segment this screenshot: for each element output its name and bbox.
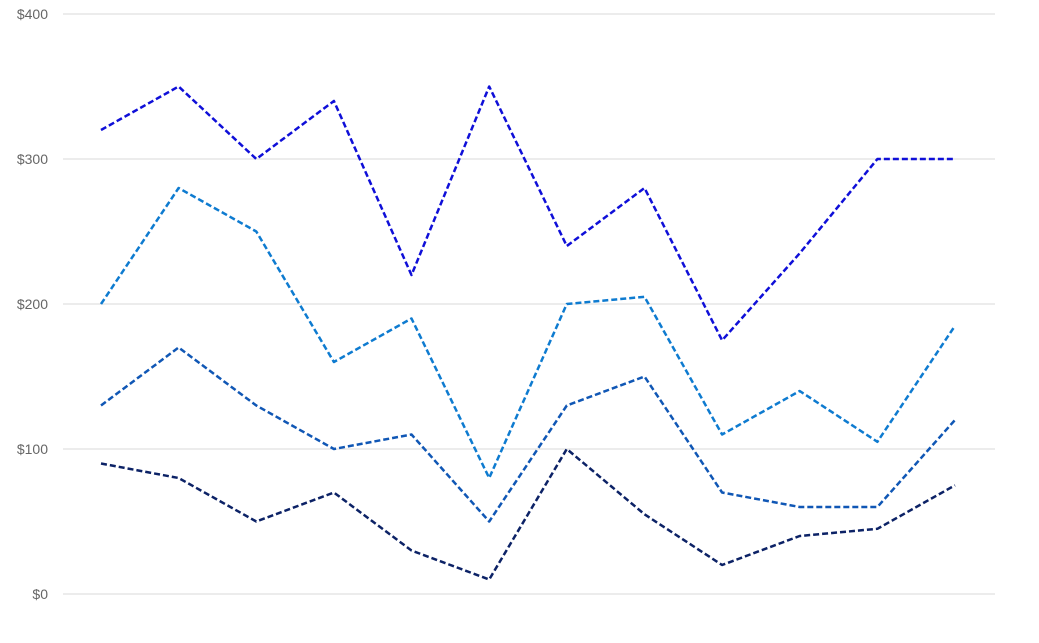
series-line-4 [100, 447, 956, 581]
y-tick-label: $400 [17, 6, 48, 22]
gridlines [63, 13, 995, 595]
y-tick-label: $300 [17, 151, 48, 167]
series-line-2 [99, 186, 957, 480]
series-line-1 [100, 85, 955, 342]
y-tick-label: $0 [32, 586, 48, 602]
y-tick-label: $100 [17, 441, 48, 457]
y-axis-tick-labels: $0 $100 $200 $300 $400 [17, 6, 48, 602]
series-line-3 [100, 346, 956, 523]
y-tick-label: $200 [17, 296, 48, 312]
series-lines [99, 85, 957, 581]
